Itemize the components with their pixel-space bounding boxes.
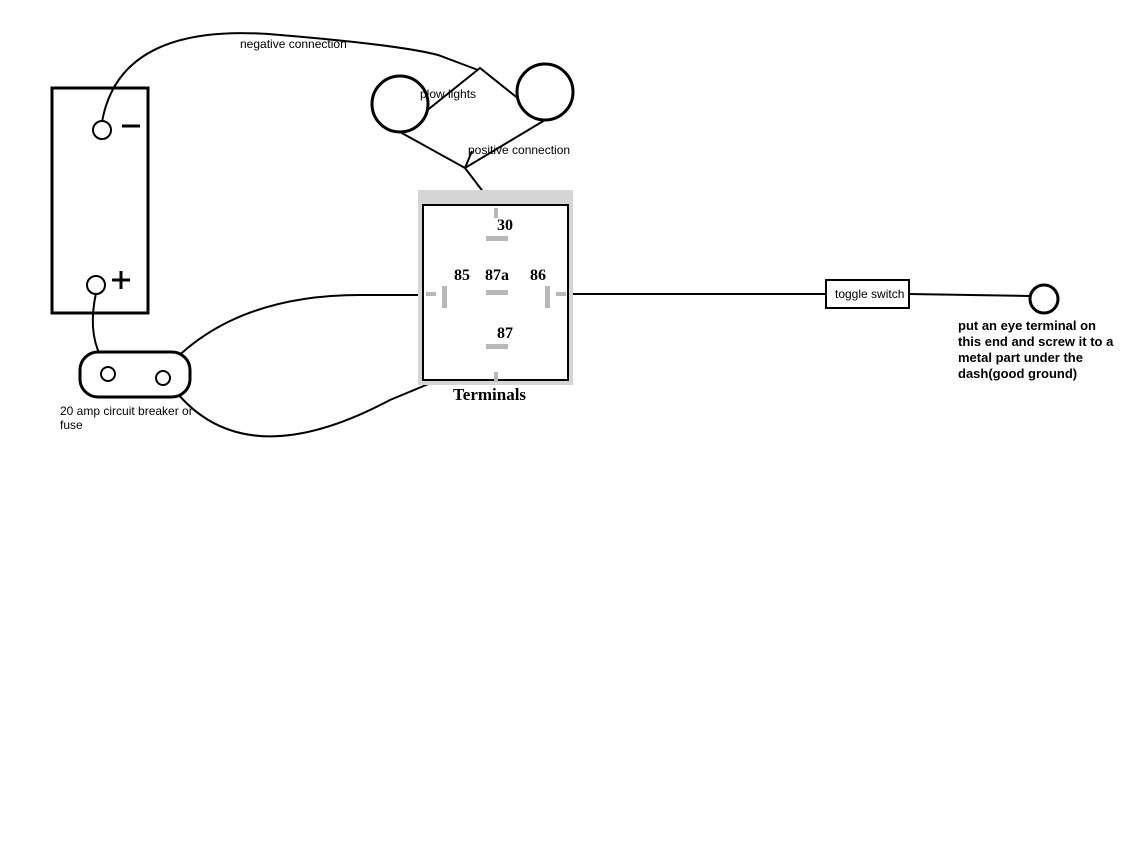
ground-note-line: metal part under the [958, 350, 1083, 365]
relay-pin-tick [494, 372, 498, 382]
toggle-switch: toggle switch [826, 280, 909, 308]
relay-pin-bar [545, 286, 550, 308]
relay-pin-86: 86 [530, 267, 546, 284]
relay-pin-tick [426, 292, 436, 296]
ground-note: put an eye terminal onthis end and screw… [958, 318, 1114, 381]
plow-light-left [372, 76, 428, 132]
relay-pin-bar [486, 344, 508, 349]
battery [52, 88, 148, 313]
plow-lights-label: plow lights [420, 87, 476, 101]
wire [909, 294, 1030, 296]
ground-note-line: put an eye terminal on [958, 318, 1096, 333]
toggle-switch-label: toggle switch [835, 287, 904, 301]
battery-positive-terminal [87, 276, 105, 294]
negative-connection-label: negative connection [240, 37, 347, 51]
ground-note-line: this end and screw it to a [958, 334, 1114, 349]
relay-pin-30: 30 [497, 217, 513, 234]
plow-light-right [517, 64, 573, 120]
relay-pin-87a: 87a [485, 267, 509, 284]
positive-connection-label: positive connection [468, 143, 570, 157]
relay-pin-85: 85 [454, 267, 470, 284]
wire [163, 295, 430, 372]
relay-pin-bar [442, 286, 447, 308]
relay-pin-tick [494, 208, 498, 218]
fuse-body [80, 352, 190, 397]
relay: 30 85 87a 86 87 Terminals [418, 190, 573, 404]
wiring-diagram: 30 85 87a 86 87 Terminals toggle switch nega… [0, 0, 1125, 844]
terminals-label: Terminals [453, 385, 526, 404]
relay-pin-87: 87 [497, 325, 513, 342]
relay-pin-bar [486, 290, 508, 295]
battery-negative-terminal [93, 121, 111, 139]
fuse-label-line2: fuse [60, 418, 83, 432]
ground-note-line: dash(good ground) [958, 366, 1077, 381]
ground-eye-terminal [1030, 285, 1058, 313]
fuse-label-line1: 20 amp circuit breaker or [60, 404, 193, 418]
relay-pin-bar [486, 236, 508, 241]
relay-pin-tick [556, 292, 566, 296]
circuit-breaker [80, 352, 190, 397]
